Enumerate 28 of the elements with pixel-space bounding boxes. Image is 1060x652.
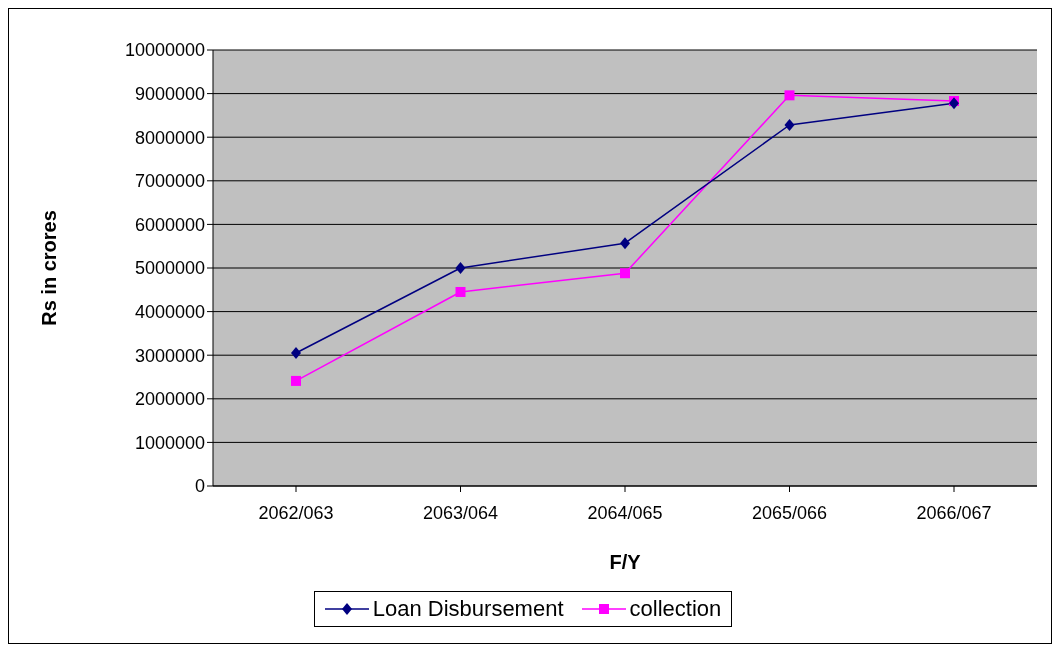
x-tick-label: 2064/065 bbox=[587, 502, 663, 523]
x-tick-label: 2065/066 bbox=[751, 502, 828, 523]
y-tick-label: 9000000 bbox=[134, 83, 205, 104]
y-axis-title: Rs in crores bbox=[38, 210, 61, 326]
y-tick-label: 0 bbox=[194, 476, 205, 497]
point bbox=[620, 237, 630, 250]
point bbox=[455, 262, 466, 274]
y-tick-label: 7000000 bbox=[134, 171, 205, 192]
y-tick-label: 1000000 bbox=[134, 432, 205, 453]
y-tick-label: 5000000 bbox=[134, 258, 205, 279]
x-tick-label: 2062/063 bbox=[258, 502, 334, 523]
point bbox=[784, 90, 795, 101]
point bbox=[291, 347, 301, 360]
x-tick-label: 2066/067 bbox=[916, 502, 992, 523]
y-tick-label: 4000000 bbox=[134, 301, 205, 322]
y-tick-label: 10000000 bbox=[124, 40, 205, 61]
y-tick-label: 2000000 bbox=[134, 389, 205, 410]
point bbox=[620, 268, 630, 279]
y-tick-label: 8000000 bbox=[134, 127, 205, 148]
x-axis-title: F/Y bbox=[609, 551, 642, 573]
point bbox=[291, 375, 301, 386]
point bbox=[784, 118, 795, 131]
legend-label: Loan Disbursement bbox=[372, 596, 564, 622]
x-tick-label: 2063/064 bbox=[422, 502, 499, 523]
legend-label: collection bbox=[629, 596, 722, 622]
y-tick-label: 3000000 bbox=[134, 345, 205, 366]
point bbox=[455, 286, 466, 297]
y-tick-label: 6000000 bbox=[134, 214, 205, 235]
